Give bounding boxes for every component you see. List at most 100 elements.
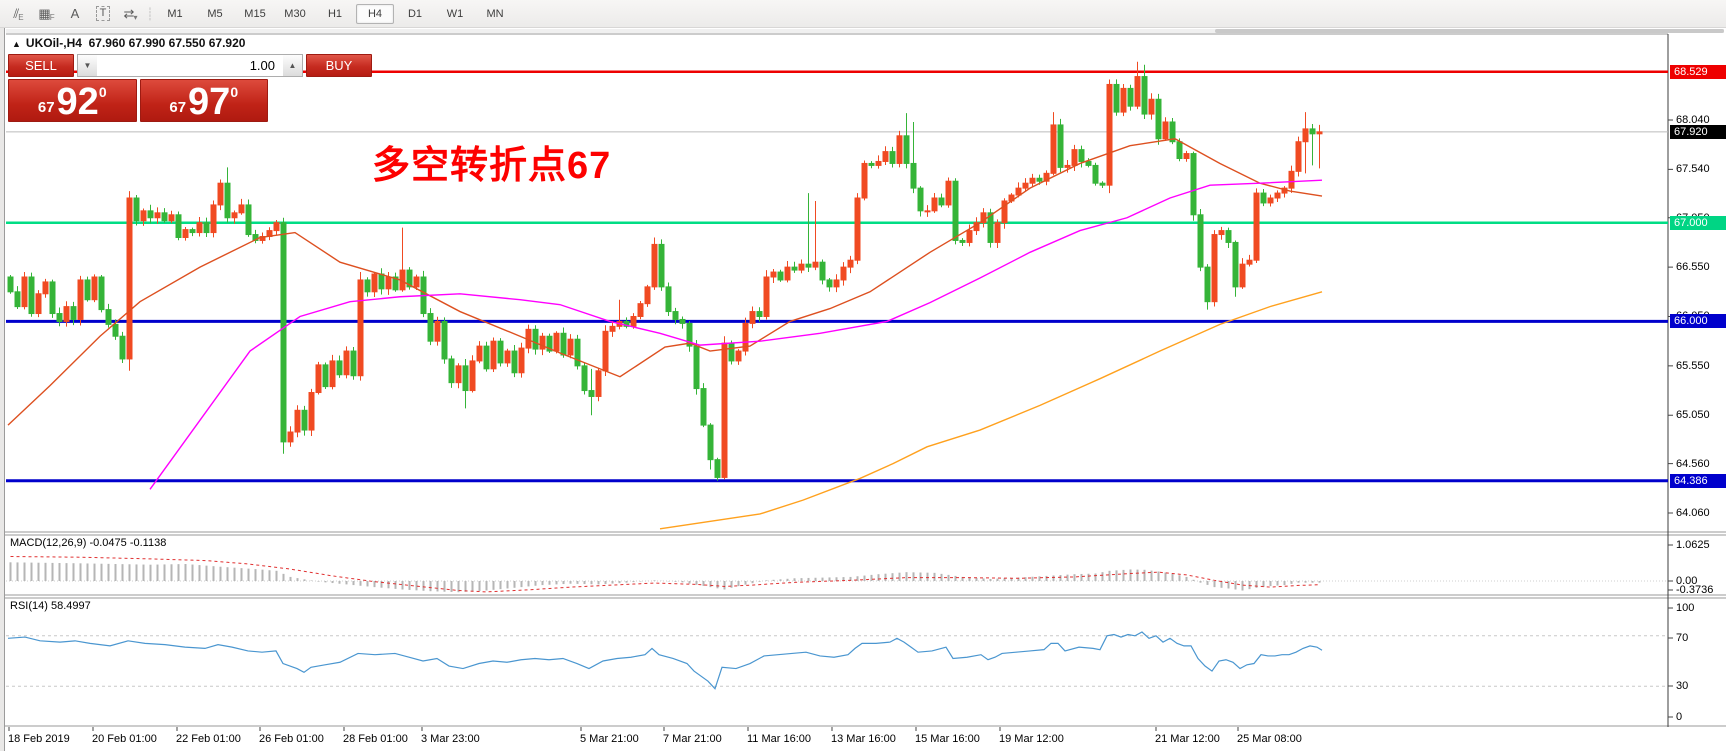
time-axis-label: 26 Feb 01:00 bbox=[259, 733, 324, 745]
candle-body bbox=[1057, 124, 1064, 168]
macd-scale-label: -0.3736 bbox=[1676, 584, 1714, 596]
candle-body bbox=[35, 293, 42, 315]
candle-body bbox=[133, 197, 140, 222]
volume-increase-button[interactable]: ▲ bbox=[283, 55, 302, 76]
candle-body bbox=[1099, 182, 1106, 186]
timeframe-button-m5[interactable]: M5 bbox=[207, 7, 223, 20]
candle-body bbox=[21, 276, 28, 308]
candle-body bbox=[371, 273, 378, 293]
text-label-icon[interactable]: A bbox=[70, 6, 80, 21]
candle-body bbox=[1141, 76, 1148, 115]
arrows-cycle-icon[interactable]: ⇄ ▾ bbox=[123, 5, 138, 23]
candle-body bbox=[735, 350, 742, 362]
sell-price-pips: 92 bbox=[56, 80, 99, 123]
volume-decrease-button[interactable]: ▼ bbox=[78, 55, 97, 76]
candle-body bbox=[630, 315, 637, 327]
candle-body bbox=[1267, 197, 1274, 204]
timeframe-button-m1[interactable]: M1 bbox=[167, 7, 183, 20]
candle-body bbox=[84, 279, 91, 301]
timeframe-button-w1[interactable]: W1 bbox=[446, 7, 464, 20]
buy-price-pips: 97 bbox=[188, 80, 231, 123]
candle-body bbox=[273, 222, 280, 232]
candle-body bbox=[483, 345, 490, 370]
ma-fast-line bbox=[7, 138, 1323, 426]
candle-body bbox=[994, 222, 1001, 243]
candle-body bbox=[1309, 128, 1316, 135]
candle-body bbox=[1211, 234, 1218, 303]
candle-body bbox=[406, 269, 413, 288]
candle-body bbox=[826, 279, 833, 288]
rsi-scale-label: 70 bbox=[1676, 632, 1689, 644]
candle-body bbox=[1127, 87, 1134, 107]
candle-body bbox=[1148, 98, 1155, 115]
text-box-icon[interactable]: T bbox=[90, 3, 116, 25]
candle-body bbox=[539, 335, 546, 350]
candle-body bbox=[1106, 83, 1113, 186]
rsi-scale-label: 100 bbox=[1676, 602, 1695, 614]
chart-hscrollbar-handle[interactable] bbox=[1215, 29, 1724, 33]
candle-body bbox=[574, 338, 581, 367]
timeframe-button-h4[interactable]: H4 bbox=[356, 3, 394, 24]
candle-body bbox=[1050, 124, 1057, 174]
price-level-badge: 67.920 bbox=[1670, 124, 1726, 139]
candle-body bbox=[903, 135, 910, 164]
candle-body bbox=[7, 276, 14, 293]
candle-body bbox=[763, 276, 770, 317]
buy-price-display[interactable]: 67 97 0 bbox=[139, 79, 268, 123]
candle-body bbox=[203, 222, 210, 234]
timeframe-button-d1[interactable]: D1 bbox=[407, 7, 423, 20]
candle-body bbox=[42, 281, 49, 295]
candle-body bbox=[238, 204, 245, 214]
timeframe-button-m30[interactable]: M30 bbox=[284, 7, 306, 20]
time-axis-label: 25 Mar 08:00 bbox=[1237, 733, 1302, 745]
candle-body bbox=[91, 276, 98, 301]
candle-body bbox=[1155, 98, 1162, 140]
timeframe-button-h1[interactable]: H1 bbox=[327, 7, 343, 20]
candle-body bbox=[1246, 259, 1253, 265]
candle-body bbox=[686, 322, 693, 347]
grid-f-icon[interactable]: ▦ F bbox=[38, 5, 55, 23]
candle-body bbox=[1260, 192, 1267, 204]
candle-body bbox=[728, 342, 735, 362]
price-tick-label: 65.050 bbox=[1676, 409, 1710, 422]
candle-body bbox=[560, 332, 567, 356]
candle-body bbox=[966, 230, 973, 243]
sell-price-display[interactable]: 67 92 0 bbox=[8, 79, 137, 122]
toolbar-separator: ┊ bbox=[146, 6, 154, 21]
candle-body bbox=[126, 197, 133, 360]
chart-hscrollbar-track[interactable] bbox=[6, 29, 1724, 33]
candle-body bbox=[1176, 141, 1183, 160]
rsi-scale-label: 0 bbox=[1676, 711, 1683, 723]
collapse-triangle-icon[interactable]: ▲ bbox=[12, 39, 21, 49]
timeframe-button-mn[interactable]: MN bbox=[486, 7, 504, 20]
candle-body bbox=[329, 360, 336, 388]
time-axis-label: 19 Mar 12:00 bbox=[999, 733, 1064, 745]
candle-body bbox=[448, 358, 455, 384]
window-left-border bbox=[0, 28, 5, 751]
sell-button[interactable]: SELL bbox=[8, 54, 74, 77]
candle-body bbox=[28, 276, 35, 315]
candle-body bbox=[742, 322, 749, 352]
price-level-badge: 67.000 bbox=[1670, 215, 1726, 230]
candle-body bbox=[1029, 177, 1036, 184]
candle-body bbox=[756, 311, 763, 317]
candle-body bbox=[777, 271, 784, 281]
candle-body bbox=[1239, 263, 1246, 288]
volume-input[interactable] bbox=[97, 55, 283, 76]
buy-button[interactable]: BUY bbox=[306, 54, 372, 77]
candle-body bbox=[651, 243, 658, 288]
candle-body bbox=[791, 266, 798, 271]
candle-body bbox=[861, 162, 868, 199]
candle-body bbox=[210, 204, 217, 234]
timeframe-button-m15[interactable]: M15 bbox=[244, 7, 266, 20]
candle-body bbox=[1204, 266, 1211, 303]
crosshatch-e-icon[interactable]: ⫽ E bbox=[13, 5, 24, 23]
candle-body bbox=[1001, 200, 1008, 224]
candle-body bbox=[1092, 164, 1099, 184]
candle-body bbox=[140, 210, 147, 222]
candle-body bbox=[322, 364, 329, 388]
candle-body bbox=[889, 151, 896, 164]
candle-body bbox=[1218, 230, 1225, 236]
one-click-trade-panel: SELL ▼ ▲ BUY 67 92 0 67 97 0 bbox=[8, 54, 372, 123]
